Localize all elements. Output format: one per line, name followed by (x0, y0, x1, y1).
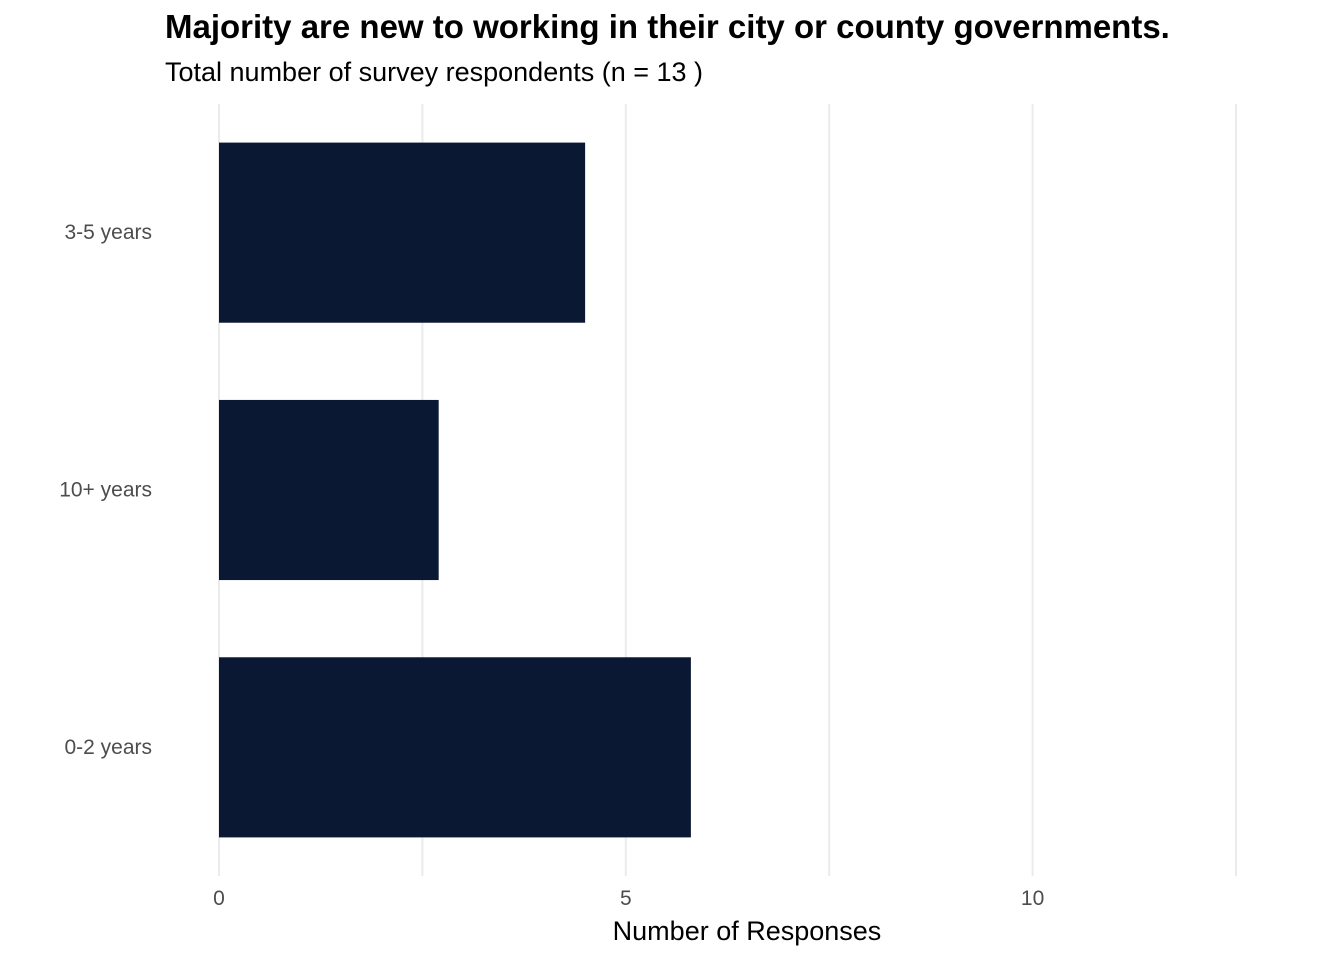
y-tick-label: 0-2 years (64, 736, 152, 759)
chart-subtitle: Total number of survey respondents (n = … (165, 57, 704, 87)
x-tick-label: 10 (1021, 887, 1044, 910)
chart-title: Majority are new to working in their cit… (165, 8, 1170, 45)
bar (219, 142, 586, 323)
y-tick-label: 3-5 years (64, 221, 152, 244)
x-axis-title: Number of Responses (613, 916, 882, 946)
x-tick-label: 0 (213, 887, 225, 910)
bar (219, 657, 691, 838)
y-tick-label: 10+ years (59, 479, 152, 502)
x-tick-label: 5 (620, 887, 632, 910)
bar (219, 399, 439, 581)
x-axis-tick-labels: 0 5 10 (213, 887, 1044, 910)
bars (219, 142, 691, 838)
y-axis-tick-labels: 3-5 years 10+ years 0-2 years (59, 221, 152, 759)
